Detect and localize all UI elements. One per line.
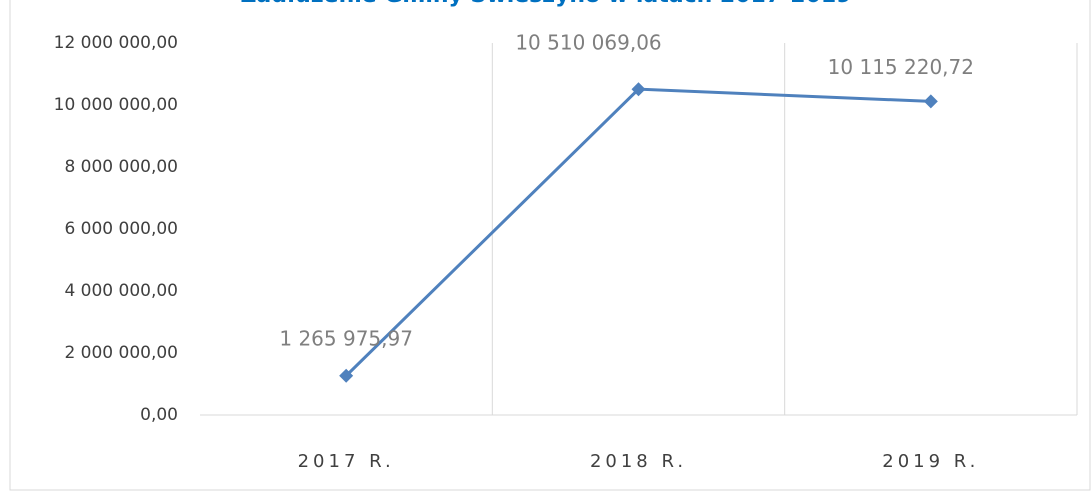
y-tick-label: 8 000 000,00 [64, 157, 178, 177]
data-label: 10 510 069,06 [515, 31, 661, 55]
y-tick-label: 0,00 [140, 405, 178, 425]
marker [631, 82, 646, 97]
marker [339, 368, 354, 383]
y-tick-label: 2 000 000,00 [64, 343, 178, 363]
data-label: 10 115 220,72 [828, 55, 974, 79]
chart-title: Zadłużenie Gminy Świeszyno w latach 2017… [240, 0, 851, 8]
marker [923, 94, 938, 109]
x-tick-label: 2019 R. [882, 451, 979, 472]
y-tick-label: 6 000 000,00 [64, 219, 178, 239]
y-tick-label: 4 000 000,00 [64, 281, 178, 301]
x-tick-label: 2018 R. [590, 451, 687, 472]
y-tick-label: 10 000 000,00 [54, 95, 178, 115]
y-tick-label: 12 000 000,00 [54, 33, 178, 53]
chart-frame [9, 0, 1091, 491]
data-label: 1 265 975,97 [279, 326, 413, 350]
x-tick-label: 2017 R. [298, 451, 395, 472]
